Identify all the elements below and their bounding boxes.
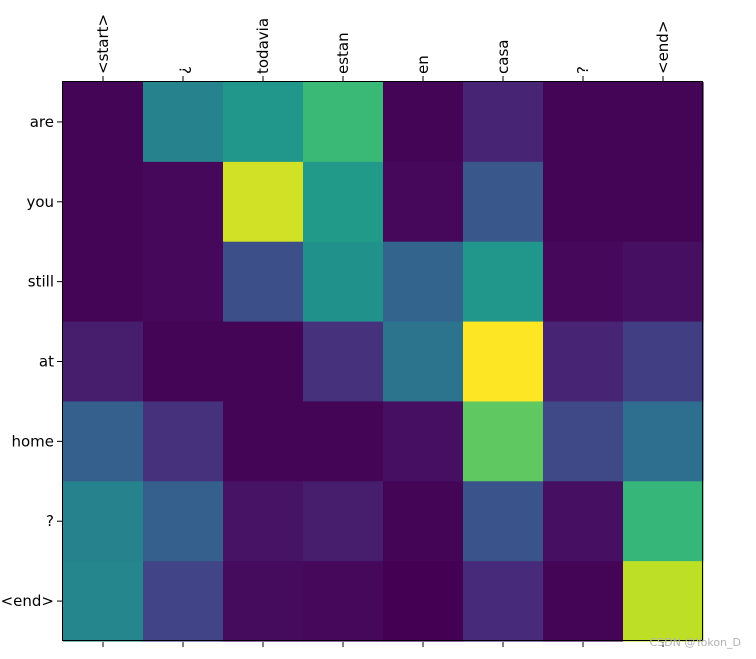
- x-tick-label-0: <start>: [94, 14, 112, 74]
- heatmap-cell-2-1: [143, 241, 224, 323]
- heatmap-cell-5-1: [143, 481, 224, 562]
- y-tick-label-4: home: [11, 432, 54, 450]
- heatmap-cell-3-2: [223, 321, 304, 403]
- heatmap-cell-3-6: [543, 321, 624, 403]
- heatmap-cell-0-6: [543, 82, 624, 163]
- x-tick-label-2: todavia: [254, 18, 272, 74]
- x-tick-label-4: en: [414, 55, 432, 74]
- heatmap-cell-3-1: [143, 321, 224, 403]
- heatmap-cell-2-4: [383, 241, 464, 323]
- heatmap-cell-0-5: [463, 82, 544, 163]
- heatmap-cell-2-6: [543, 241, 624, 323]
- heatmap-cell-5-3: [303, 481, 384, 562]
- heatmap-cell-5-4: [383, 481, 464, 562]
- watermark-text: CSDN @Yokon_D: [649, 636, 742, 649]
- heatmap-cell-1-0: [63, 161, 144, 243]
- heatmap-cell-4-6: [543, 401, 624, 482]
- heatmap-cell-4-5: [463, 401, 544, 482]
- heatmap-cell-6-6: [543, 561, 624, 642]
- heatmap-cell-6-3: [303, 561, 384, 642]
- heatmap-cell-4-7: [623, 401, 704, 482]
- x-tick-label-1: ¿: [174, 66, 192, 74]
- heatmap-cell-6-7: [623, 561, 704, 642]
- heatmap-cell-1-4: [383, 161, 464, 243]
- heatmap-cell-0-1: [143, 82, 224, 163]
- x-tick-label-6: ?: [574, 66, 592, 74]
- heatmap-cell-3-4: [383, 321, 464, 403]
- heatmap-cell-4-4: [383, 401, 464, 482]
- x-tick-label-3: estan: [334, 32, 352, 74]
- heatmap-cell-6-1: [143, 561, 224, 642]
- heatmap-cell-5-7: [623, 481, 704, 562]
- heatmap-cell-3-3: [303, 321, 384, 403]
- heatmap-cell-0-2: [223, 82, 304, 163]
- heatmap-cell-5-5: [463, 481, 544, 562]
- heatmap-cell-1-1: [143, 161, 224, 243]
- y-tick-label-1: you: [26, 193, 54, 211]
- heatmap-cell-1-2: [223, 161, 304, 243]
- y-axis-ticks: are you still at home? <end>: [1, 113, 62, 610]
- heatmap-cells: [63, 82, 704, 642]
- y-tick-label-3: at: [39, 353, 54, 371]
- heatmap-cell-2-0: [63, 241, 144, 323]
- heatmap-cell-4-1: [143, 401, 224, 482]
- heatmap-cell-4-3: [303, 401, 384, 482]
- heatmap-cell-3-0: [63, 321, 144, 403]
- x-tick-label-7: <end>: [654, 21, 672, 74]
- x-tick-label-5: casa: [494, 40, 512, 74]
- heatmap-cell-2-2: [223, 241, 304, 323]
- heatmap-cell-3-7: [623, 321, 704, 403]
- y-tick-label-6: <end>: [1, 592, 54, 610]
- heatmap-cell-4-2: [223, 401, 304, 482]
- heatmap-cell-5-2: [223, 481, 304, 562]
- x-axis-ticks: <start> ¿ todavia estan en casa? <end>: [94, 14, 672, 647]
- heatmap-cell-2-7: [623, 241, 704, 323]
- heatmap-cell-0-0: [63, 82, 144, 163]
- heatmap-cell-5-6: [543, 481, 624, 562]
- heatmap-cell-6-5: [463, 561, 544, 642]
- y-tick-label-2: still: [28, 273, 54, 291]
- plot-frame: [62, 81, 703, 641]
- heatmap-cell-1-7: [623, 161, 704, 243]
- heatmap-cell-5-0: [63, 481, 144, 562]
- heatmap-cell-1-5: [463, 161, 544, 243]
- heatmap-cell-0-7: [623, 82, 704, 163]
- heatmap-cell-6-2: [223, 561, 304, 642]
- heatmap-cell-3-5: [463, 321, 544, 403]
- y-tick-label-5: ?: [46, 512, 54, 530]
- heatmap-cell-6-4: [383, 561, 464, 642]
- heatmap-cell-4-0: [63, 401, 144, 482]
- heatmap-cell-1-6: [543, 161, 624, 243]
- heatmap-cell-0-3: [303, 82, 384, 163]
- heatmap-cell-0-4: [383, 82, 464, 163]
- heatmap-cell-2-5: [463, 241, 544, 323]
- heatmap-cell-6-0: [63, 561, 144, 642]
- y-tick-label-0: are: [30, 113, 54, 131]
- heatmap-cell-2-3: [303, 241, 384, 323]
- heatmap-cell-1-3: [303, 161, 384, 243]
